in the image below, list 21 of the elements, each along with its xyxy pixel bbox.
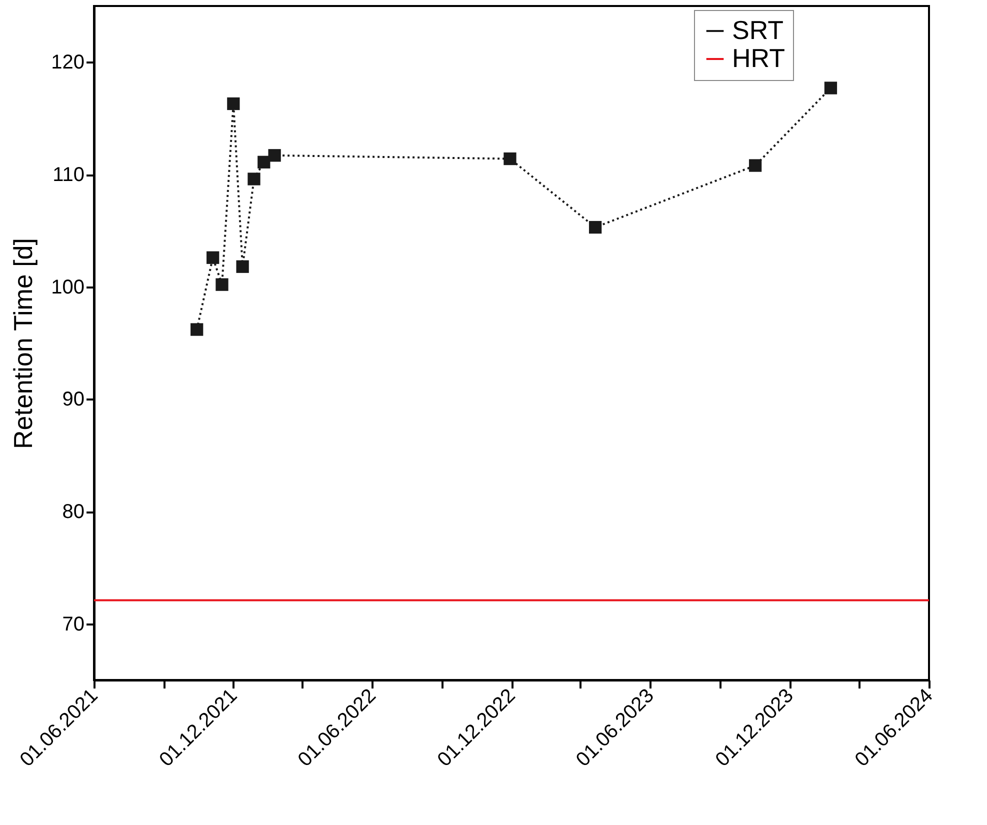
point bbox=[588, 220, 602, 234]
y-axis-title: Retention Time [d] bbox=[8, 238, 38, 449]
legend-label: HRT bbox=[732, 43, 786, 73]
point bbox=[824, 82, 838, 94]
point bbox=[258, 156, 270, 168]
point bbox=[236, 260, 249, 273]
y-tick-label: 90 bbox=[62, 388, 84, 411]
point bbox=[748, 159, 762, 172]
point bbox=[216, 278, 228, 291]
legend-label: SRT bbox=[732, 15, 784, 45]
point bbox=[190, 323, 204, 336]
y-tick-label: 100 bbox=[51, 276, 84, 298]
point bbox=[227, 97, 240, 110]
point bbox=[268, 149, 281, 162]
point bbox=[248, 172, 260, 186]
point bbox=[504, 152, 516, 166]
point bbox=[206, 251, 220, 264]
y-tick-label: 80 bbox=[62, 501, 84, 523]
y-tick-label: 110 bbox=[52, 164, 84, 186]
y-tick-label: 70 bbox=[62, 613, 84, 636]
y-tick-label: 120 bbox=[51, 52, 84, 74]
